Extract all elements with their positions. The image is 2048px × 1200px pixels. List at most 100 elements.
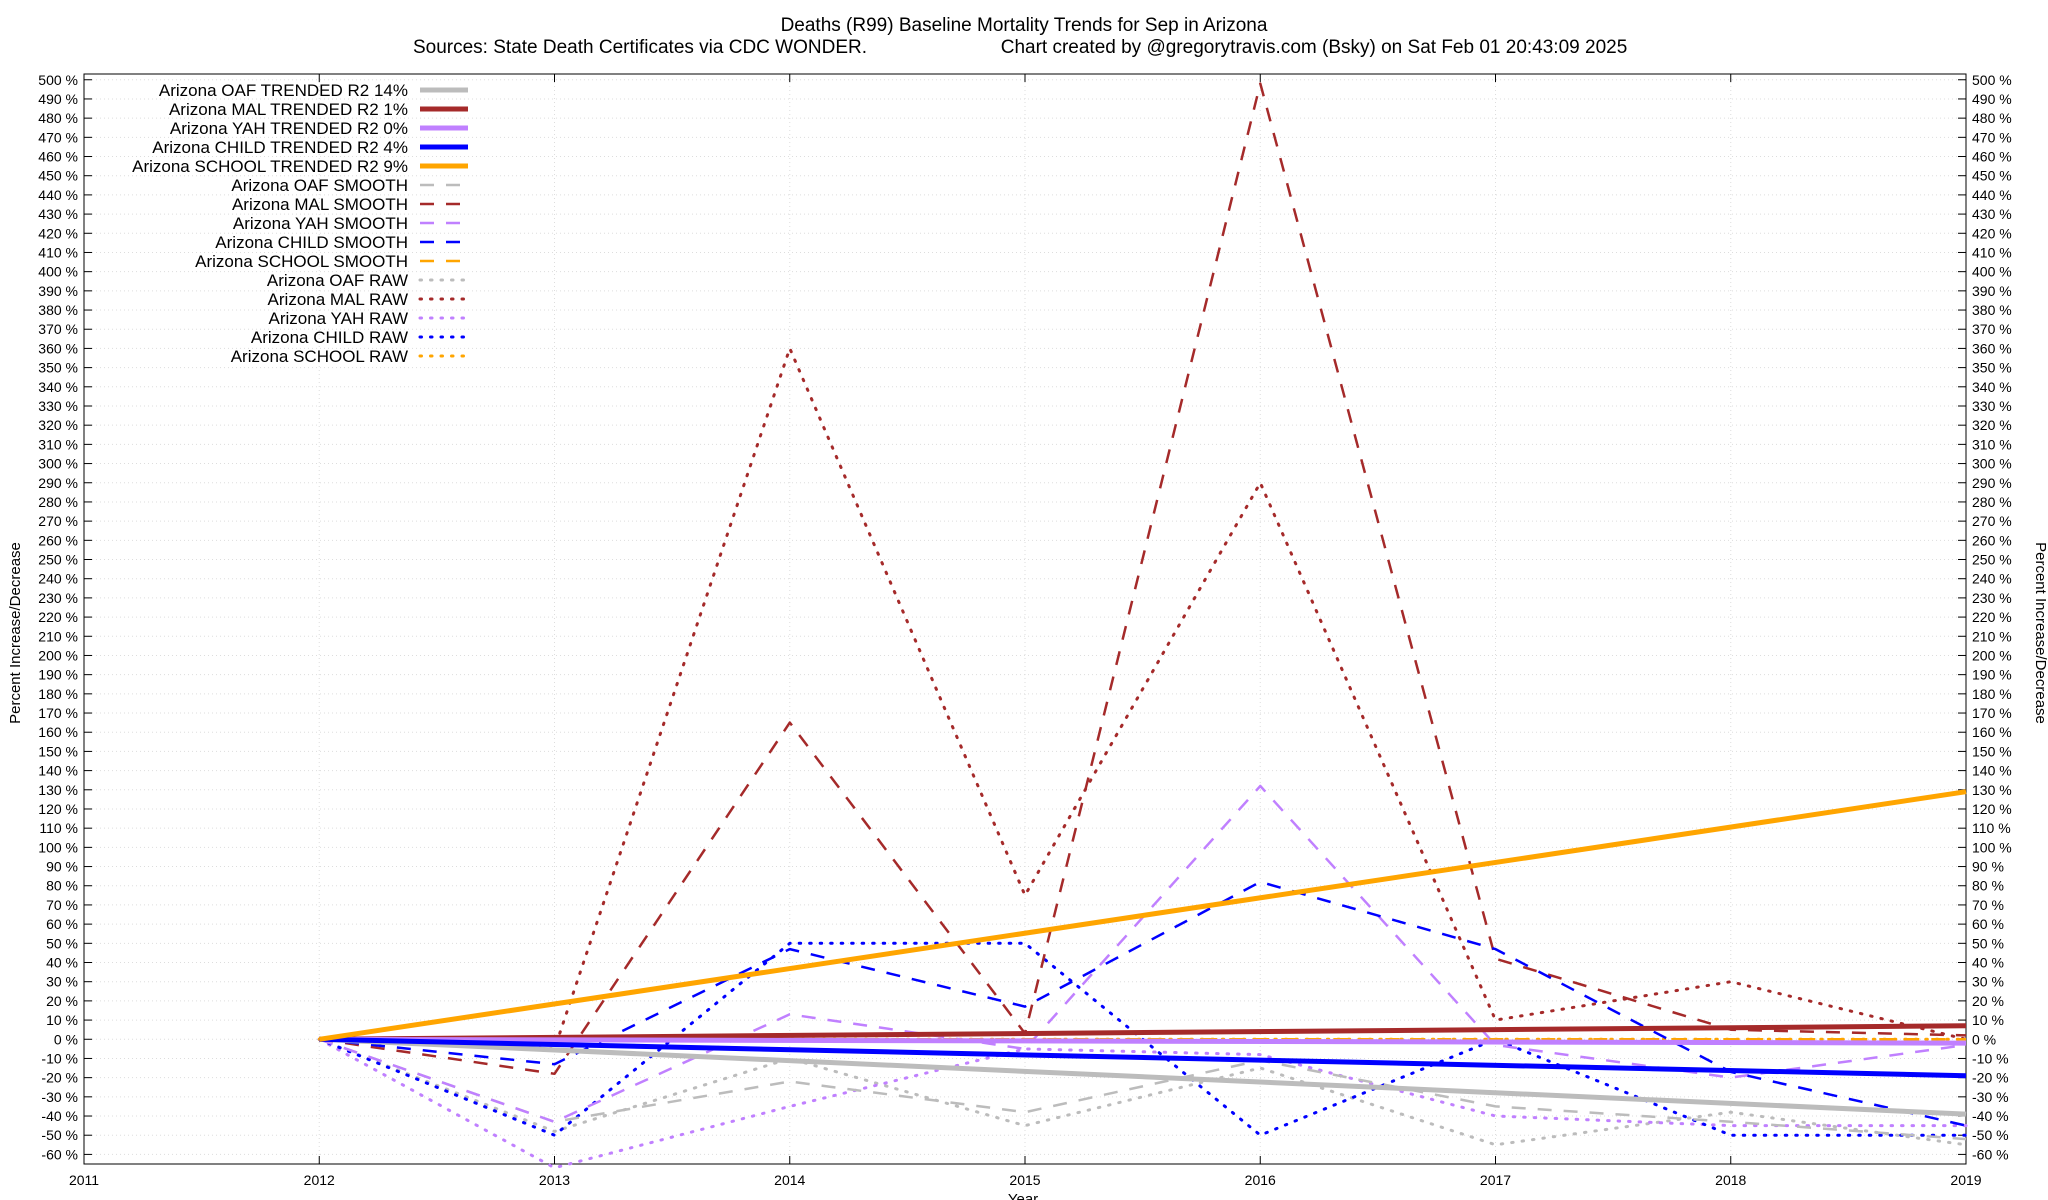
y-tick-label-right: 70 % xyxy=(1972,897,2004,913)
y-tick-label-left: -10 % xyxy=(41,1050,78,1066)
y-tick-label-left: 400 % xyxy=(38,264,78,280)
y-tick-label-right: 100 % xyxy=(1972,839,2012,855)
y-tick-label-right: 130 % xyxy=(1972,782,2012,798)
y-tick-label-left: 80 % xyxy=(46,878,78,894)
y-axis-label-right: Percent Increase/Decrease xyxy=(2032,542,2048,724)
y-tick-label-right: 200 % xyxy=(1972,647,2012,663)
y-tick-label-right: 350 % xyxy=(1972,360,2012,376)
y-tick-label-right: 270 % xyxy=(1972,513,2012,529)
legend-label: Arizona YAH SMOOTH xyxy=(233,214,408,233)
y-tick-label-right: -60 % xyxy=(1972,1146,2009,1162)
axes-layer: -60 % -60 % -50 % -50 % -40 % -40 % -30 % -30 %… xyxy=(38,72,2011,1188)
y-tick-label-right: 480 % xyxy=(1972,110,2012,126)
y-tick-label-right: -50 % xyxy=(1972,1127,2009,1143)
y-tick-label-right: 250 % xyxy=(1972,552,2012,568)
series-line-0 xyxy=(319,1036,1967,1117)
y-tick-label-left: -60 % xyxy=(41,1146,78,1162)
x-tick-label: 2016 xyxy=(1245,1172,1276,1188)
y-tick-label-right: -10 % xyxy=(1972,1050,2009,1066)
y-tick-label-left: 320 % xyxy=(38,417,78,433)
plot-border xyxy=(83,73,1967,1165)
y-tick-label-left: 130 % xyxy=(38,782,78,798)
y-tick-label-right: 10 % xyxy=(1972,1012,2004,1028)
y-tick-label-right: 430 % xyxy=(1972,206,2012,222)
y-tick-label-left: 430 % xyxy=(38,206,78,222)
y-tick-label-left: 200 % xyxy=(38,647,78,663)
y-tick-label-left: 460 % xyxy=(38,149,78,165)
y-tick-label-right: 140 % xyxy=(1972,763,2012,779)
x-tick-label: 2015 xyxy=(1009,1172,1040,1188)
series-line-11 xyxy=(317,346,1968,1051)
y-tick-label-left: 450 % xyxy=(38,168,78,184)
series-line-12 xyxy=(317,1037,1968,1170)
y-tick-label-left: 390 % xyxy=(38,283,78,299)
y-tick-label-right: 80 % xyxy=(1972,878,2004,894)
y-tick-label-right: -20 % xyxy=(1972,1070,2009,1086)
legend-label: Arizona CHILD TRENDED R2 4% xyxy=(152,138,408,157)
y-tick-label-left: 210 % xyxy=(38,628,78,644)
chart-subtitle-credit: Chart created by @gregorytravis.com (Bsk… xyxy=(1001,37,1628,58)
y-tick-label-left: 280 % xyxy=(38,494,78,510)
y-tick-label-left: 360 % xyxy=(38,340,78,356)
x-tick-label: 2019 xyxy=(1950,1172,1981,1188)
y-tick-label-left: 420 % xyxy=(38,225,78,241)
y-tick-label-right: 230 % xyxy=(1972,590,2012,606)
y-tick-label-left: 160 % xyxy=(38,724,78,740)
y-tick-label-left: 140 % xyxy=(38,763,78,779)
y-axis-label-left: Percent Increase/Decrease xyxy=(7,542,24,724)
series-line-1 xyxy=(319,1023,1967,1042)
legend-label: Arizona SCHOOL RAW xyxy=(231,347,408,366)
y-tick-label-left: 440 % xyxy=(38,187,78,203)
y-tick-label-left: 120 % xyxy=(38,801,78,817)
legend-label: Arizona OAF RAW xyxy=(267,271,408,290)
y-tick-label-right: 400 % xyxy=(1972,264,2012,280)
y-tick-label-right: -30 % xyxy=(1972,1089,2009,1105)
y-tick-label-right: 120 % xyxy=(1972,801,2012,817)
y-tick-label-right: 360 % xyxy=(1972,340,2012,356)
y-tick-label-left: 310 % xyxy=(38,436,78,452)
y-tick-label-left: 300 % xyxy=(38,456,78,472)
y-tick-label-left: 170 % xyxy=(38,705,78,721)
y-tick-label-left: 90 % xyxy=(46,859,78,875)
y-tick-label-left: 240 % xyxy=(38,571,78,587)
y-tick-label-left: -30 % xyxy=(41,1089,78,1105)
legend-label: Arizona MAL TRENDED R2 1% xyxy=(169,100,408,119)
x-tick-label: 2011 xyxy=(69,1172,99,1188)
legend-label: Arizona CHILD RAW xyxy=(251,328,408,347)
y-tick-label-left: 20 % xyxy=(46,993,78,1009)
y-tick-label-right: 20 % xyxy=(1972,993,2004,1009)
y-tick-label-right: 240 % xyxy=(1972,571,2012,587)
series-layer xyxy=(317,82,1968,1170)
y-tick-label-right: 300 % xyxy=(1972,456,2012,472)
x-axis-label: Year xyxy=(1008,1191,1038,1200)
legend-label: Arizona SCHOOL SMOOTH xyxy=(195,252,408,271)
y-tick-label-right: 380 % xyxy=(1972,302,2012,318)
legend: Arizona OAF TRENDED R2 14%Arizona MAL TR… xyxy=(132,81,470,366)
y-tick-label-right: 290 % xyxy=(1972,475,2012,491)
y-tick-label-right: 30 % xyxy=(1972,974,2004,990)
y-tick-label-left: 260 % xyxy=(38,532,78,548)
y-tick-label-right: 370 % xyxy=(1972,321,2012,337)
y-tick-label-left: 40 % xyxy=(46,955,78,971)
y-tick-label-left: 180 % xyxy=(38,686,78,702)
y-tick-label-right: 170 % xyxy=(1972,705,2012,721)
y-tick-label-right: 390 % xyxy=(1972,283,2012,299)
grid-layer xyxy=(83,74,1967,1164)
series-line-4 xyxy=(318,789,1967,1042)
y-tick-label-left: 470 % xyxy=(38,129,78,145)
y-tick-label-left: 270 % xyxy=(38,513,78,529)
y-tick-label-right: 190 % xyxy=(1972,667,2012,683)
series-line-2 xyxy=(319,1036,1967,1046)
y-tick-label-right: 160 % xyxy=(1972,724,2012,740)
y-tick-label-right: 40 % xyxy=(1972,955,2004,971)
y-tick-label-right: 90 % xyxy=(1972,859,2004,875)
y-tick-label-left: 410 % xyxy=(38,244,78,260)
y-tick-label-left: 340 % xyxy=(38,379,78,395)
y-tick-label-left: 330 % xyxy=(38,398,78,414)
y-tick-label-right: 0 % xyxy=(1972,1031,1996,1047)
y-tick-label-right: 320 % xyxy=(1972,417,2012,433)
y-tick-label-right: 490 % xyxy=(1972,91,2012,107)
y-tick-label-left: 70 % xyxy=(46,897,78,913)
y-tick-label-left: 50 % xyxy=(46,935,78,951)
